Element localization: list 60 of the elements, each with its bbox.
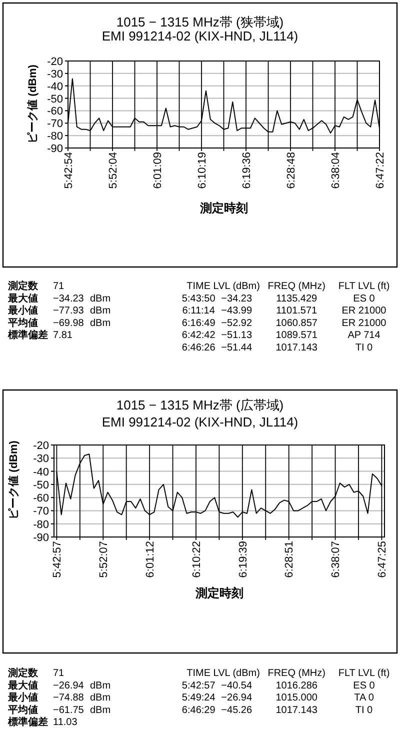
text: 標準偏差 7.81 [7, 329, 73, 342]
text: 平均値 −61.75 dBm [8, 704, 111, 716]
text: 5:42:57 −40.54 1016.286 ES 0 [182, 680, 375, 692]
text: 測定数 71 [8, 668, 64, 679]
x-tick-label: 5:52:04 [107, 152, 120, 189]
y-tick-label: -60 [33, 492, 49, 505]
y-tick-label: -90 [47, 143, 63, 155]
y-tick-label: -30 [33, 453, 49, 466]
text: TIME LVL (dBm) FREQ (MHz) FLT LVL (ft) [186, 668, 390, 679]
y-tick-label: -70 [33, 506, 49, 518]
x-axis-title: 測定時刻 [194, 586, 244, 600]
x-tick-label: 6:10:22 [190, 541, 203, 578]
x-tick-label: 6:01:12 [144, 541, 156, 578]
text: 5:43:50 −34.23 1135.429 ES 0 [182, 293, 375, 304]
text: 標準偏差 11.03 [7, 716, 78, 728]
y-tick-label: -20 [47, 56, 63, 68]
x-tick-label: 6:38:04 [330, 152, 342, 189]
x-tick-label: 6:47:25 [376, 541, 389, 578]
x-tick-label: 6:10:19 [196, 152, 208, 189]
x-tick-label: 6:28:51 [284, 541, 296, 578]
x-tick-label: 6:19:36 [240, 152, 253, 189]
text: 5:49:24 −26.94 1015.000 TA 0 [182, 692, 374, 704]
x-axis-title: 測定時刻 [198, 201, 248, 215]
text: 6:46:29 −45.26 1017.143 TI 0 [182, 704, 373, 716]
text: TIME LVL (dBm) FREQ (MHz) FLT LVL (ft) [186, 281, 390, 292]
text: 6:16:49 −52.92 1060.857 ER 21000 [182, 318, 386, 329]
y-tick-label: -70 [47, 118, 63, 130]
x-tick-label: 5:42:54 [62, 152, 75, 189]
x-tick-label: 6:38:07 [330, 541, 342, 578]
y-tick-label: -80 [33, 518, 49, 531]
y-tick-label: -50 [33, 479, 49, 492]
text: 6:46:26 −51.44 1017.143 TI 0 [182, 342, 373, 354]
y-axis-title: ピーク値 (dBm) [6, 440, 20, 520]
text: 最小値 −77.93 dBm [8, 306, 111, 317]
text: 最大値 −26.94 dBm [8, 680, 111, 692]
x-tick-label: 6:47:22 [374, 152, 386, 189]
chart-subtitle: EMI 991214-02 (KIX-HND, JL114) [102, 414, 298, 430]
text: 最小値 −74.88 dBm [8, 692, 111, 704]
text: 6:11:14 −43.99 1101.571 ER 21000 [182, 306, 386, 317]
y-tick-label: -90 [33, 532, 49, 544]
y-tick-label: -60 [47, 106, 63, 118]
y-axis-title: ピーク値 (dBm) [26, 64, 39, 144]
x-tick-label: 6:28:48 [285, 152, 298, 189]
text: 6:42:42 −51.13 1089.571 AP 714 [182, 330, 380, 342]
text: 平均値 −69.98 dBm [8, 318, 111, 329]
y-tick-label: -30 [47, 68, 63, 80]
text: 測定数 71 [8, 281, 64, 292]
y-tick-label: -20 [33, 440, 49, 452]
chart-title: 1015 − 1315 MHz帯 (狭帯域) [116, 14, 284, 30]
chart-title: 1015 − 1315 MHz帯 (広帯域) [116, 398, 284, 412]
x-tick-label: 6:01:09 [152, 152, 164, 189]
chart-subtitle: EMI 991214-02 (KIX-HND, JL114) [102, 28, 298, 44]
text: 最大値 −34.23 dBm [8, 293, 111, 304]
y-tick-label: -50 [47, 93, 63, 106]
y-tick-label: -40 [47, 80, 63, 93]
x-tick-label: 5:42:57 [52, 541, 64, 578]
y-tick-label: -80 [47, 130, 63, 143]
x-tick-label: 6:19:39 [237, 541, 250, 578]
y-tick-label: -40 [33, 466, 49, 478]
x-tick-label: 5:52:07 [98, 541, 110, 578]
